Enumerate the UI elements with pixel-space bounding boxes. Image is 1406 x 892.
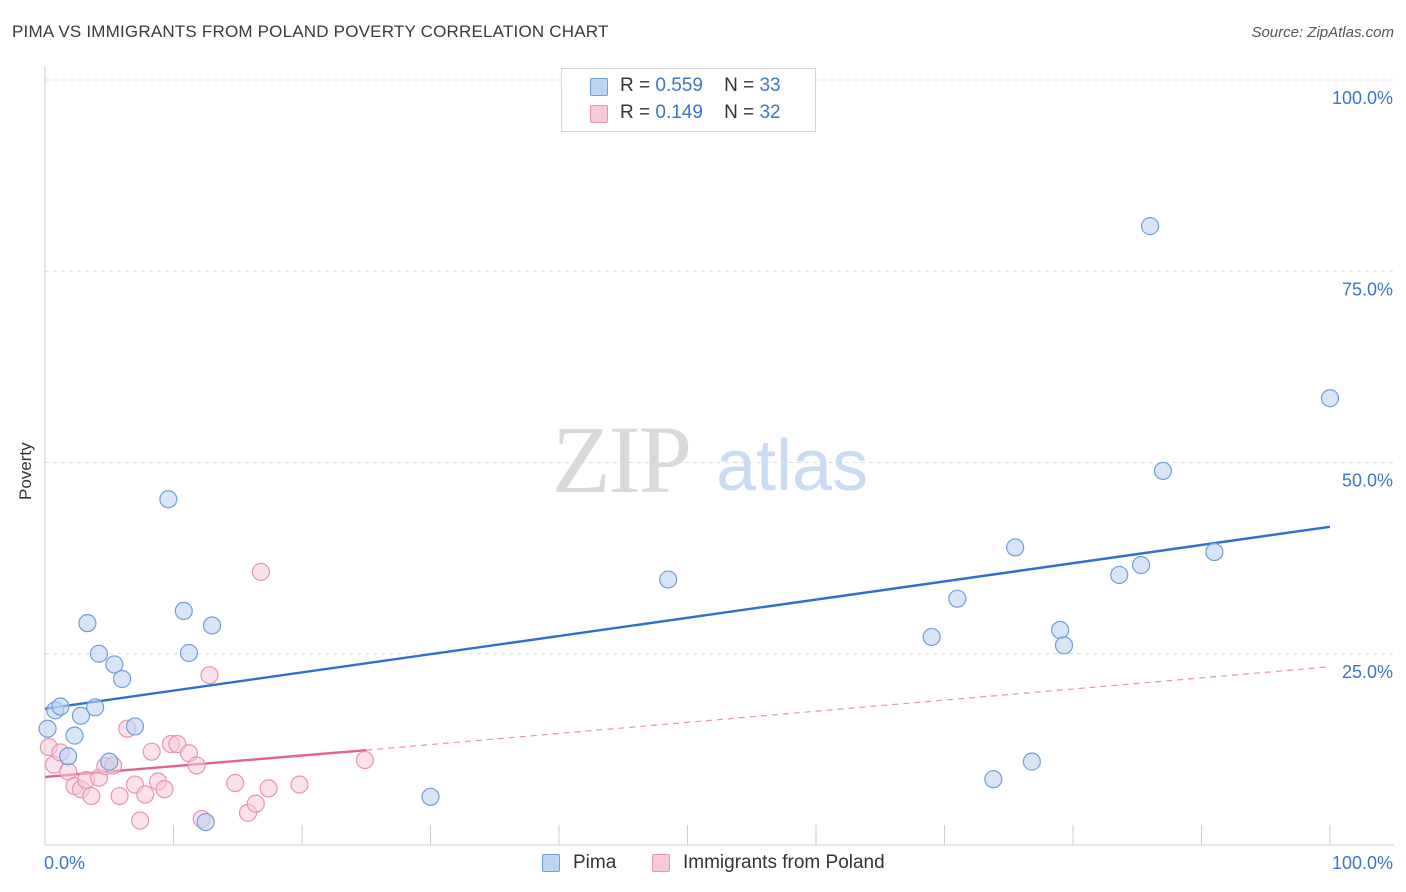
watermark: ZIP atlas [552, 406, 868, 513]
pima-point-30 [1153, 461, 1173, 481]
poland-legend-swatch [652, 854, 670, 872]
pima-point-20 [922, 627, 941, 647]
pima-swatch [590, 78, 608, 96]
pima-point-0 [38, 719, 57, 738]
poland-r-label: R = [620, 102, 651, 123]
poland-point-14 [130, 811, 150, 830]
pima-point-14 [174, 601, 193, 621]
pima-point-13 [159, 490, 178, 509]
pima-point-12 [125, 717, 145, 736]
pima-n-label: N = [724, 75, 755, 96]
pima-point-4 [65, 726, 84, 745]
x-tick-label-min: 0.0% [44, 853, 85, 873]
poland-n-label: N = [724, 102, 755, 123]
poland-point-29 [259, 779, 278, 798]
poland-point-18 [155, 780, 174, 799]
poland-point-16 [142, 742, 161, 761]
pima-point-25 [1051, 620, 1070, 640]
tick-labels: 25.0% 50.0% 75.0% 100.0% 0.0% 100.0% [44, 88, 1393, 873]
pima-point-32 [1320, 389, 1340, 408]
pima-point-5 [71, 706, 91, 725]
y-tick-label-25: 25.0% [1342, 662, 1393, 682]
pima-point-31 [1205, 542, 1224, 562]
pima-point-6 [78, 614, 97, 633]
y-tick-label-100: 100.0% [1332, 88, 1393, 108]
y-tick-label-75: 75.0% [1342, 279, 1393, 299]
pima-point-27 [1110, 565, 1129, 585]
poland-points [39, 562, 375, 830]
pima-n-value: 33 [759, 75, 781, 96]
poland-point-25 [226, 773, 245, 793]
poland-point-22 [187, 756, 206, 775]
y-tick-label-50: 50.0% [1342, 471, 1393, 491]
chart-title: PIMA VS IMMIGRANTS FROM POLAND POVERTY C… [12, 22, 609, 41]
grid-lines [45, 79, 1394, 655]
correlation-legend: R = 0.559 N = 33 R = 0.149 N = 32 [561, 68, 816, 132]
pima-point-9 [100, 752, 119, 771]
poland-point-27 [246, 794, 265, 813]
poland-point-30 [290, 775, 309, 794]
pima-r-value: 0.559 [655, 75, 703, 96]
poland-point-11 [110, 786, 129, 806]
pima-legend-label: Pima [573, 852, 617, 873]
y-axis-label: Poverty [16, 442, 35, 500]
pima-point-18 [421, 787, 440, 806]
pima-point-10 [105, 655, 124, 674]
pima-point-16 [196, 812, 215, 832]
poland-point-28 [251, 562, 270, 581]
pima-point-3 [59, 747, 78, 766]
pima-point-26 [1054, 636, 1074, 655]
series-legend: Pima Immigrants from Poland [0, 852, 1406, 878]
source-label: Source: ZipAtlas.com [1251, 24, 1394, 41]
poland-swatch [590, 105, 608, 123]
poland-point-31 [355, 750, 375, 770]
pima-point-8 [89, 644, 109, 663]
pima-point-21 [948, 589, 967, 608]
poland-trend-line-extended [366, 666, 1331, 751]
poland-r-value: 0.149 [655, 102, 703, 123]
pima-point-19 [659, 570, 678, 589]
watermark-zip: ZIP [552, 406, 690, 513]
pima-point-15 [179, 643, 199, 663]
poland-point-24 [200, 666, 219, 685]
pima-point-7 [86, 698, 105, 717]
pima-r-label: R = [620, 75, 651, 96]
pima-point-29 [1140, 217, 1160, 236]
pima-point-28 [1132, 555, 1151, 575]
x-tick-label-max: 100.0% [1332, 853, 1393, 873]
pima-point-23 [1006, 538, 1025, 557]
pima-point-2 [51, 697, 70, 716]
poland-point-15 [136, 785, 155, 804]
pima-legend-swatch [542, 854, 560, 872]
pima-point-24 [1022, 752, 1041, 771]
pima-points [38, 217, 1340, 832]
axes [44, 66, 1394, 846]
poland-legend-label: Immigrants from Poland [683, 852, 885, 873]
poland-point-7 [82, 786, 101, 806]
pima-trend-line [44, 525, 1331, 711]
watermark-atlas: atlas [716, 426, 868, 506]
pima-point-17 [202, 616, 222, 635]
poland-n-value: 32 [759, 102, 781, 123]
pima-point-11 [112, 669, 132, 689]
pima-point-22 [984, 770, 1003, 789]
